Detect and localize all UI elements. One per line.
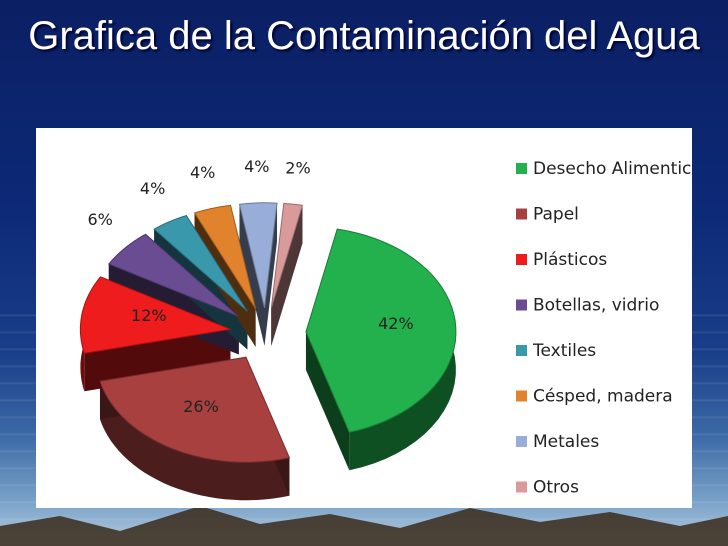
data-label-5: 4% [190,163,215,182]
pie-slice-desecho-alimenticio [305,228,457,433]
legend-swatch-4 [516,345,527,356]
data-label-1: 26% [183,397,219,416]
pie-slice-wall-1 [100,381,290,501]
pie-slice-side-7-1 [271,205,303,347]
legend-swatch-6 [516,436,527,447]
pie-slice-side-6-0 [239,204,265,346]
legend-label-5: Césped, madera [533,387,673,407]
background-mountains [0,506,728,546]
pie-slice-c-sped-madera [193,204,257,310]
legend-label-2: Plásticos [533,250,607,270]
chart-panel: 42% 26% 12% 6% 4% 4% 4% 2% Desecho Alimenticio Pa… [36,128,692,508]
legend-swatch-3 [516,299,527,311]
data-label-3: 6% [88,210,113,229]
pie-slice-botellas-vidrio [107,233,240,317]
pie-slice-papel [99,356,291,463]
data-label-2: 12% [131,306,167,325]
legend-swatch-2 [516,254,527,265]
legend-label-1: Papel [533,205,579,225]
pie-slice-side-0-1 [305,331,350,471]
legend-label-6: Metales [533,432,599,452]
pie-chart: 42% 26% 12% 6% 4% 4% 4% 2% Desecho Alimenticio Pa… [79,157,692,501]
data-label-0: 42% [378,314,414,333]
data-label-4: 4% [140,179,165,198]
legend-label-0: Desecho Alimenticio [533,159,692,179]
legend-swatch-5 [516,390,527,402]
legend-swatch-1 [516,208,527,220]
pie-slice-metales [238,202,278,308]
pie-slice-side-6-1 [264,203,278,346]
pie-slice-pl-sticos [79,276,233,354]
legend-label-4: Textiles [532,341,596,361]
pie-slice-textiles [153,214,248,312]
legend-swatch-7 [516,481,527,493]
data-label-7: 2% [285,158,310,177]
legend-label-7: Otros [533,478,579,498]
legend-swatch-0 [516,163,527,174]
data-label-6: 4% [244,157,269,176]
legend-label-3: Botellas, vidrio [533,296,659,316]
slide-title: Grafica de la Contaminación del Agua [28,14,700,58]
pie-slice-otros [270,202,304,309]
